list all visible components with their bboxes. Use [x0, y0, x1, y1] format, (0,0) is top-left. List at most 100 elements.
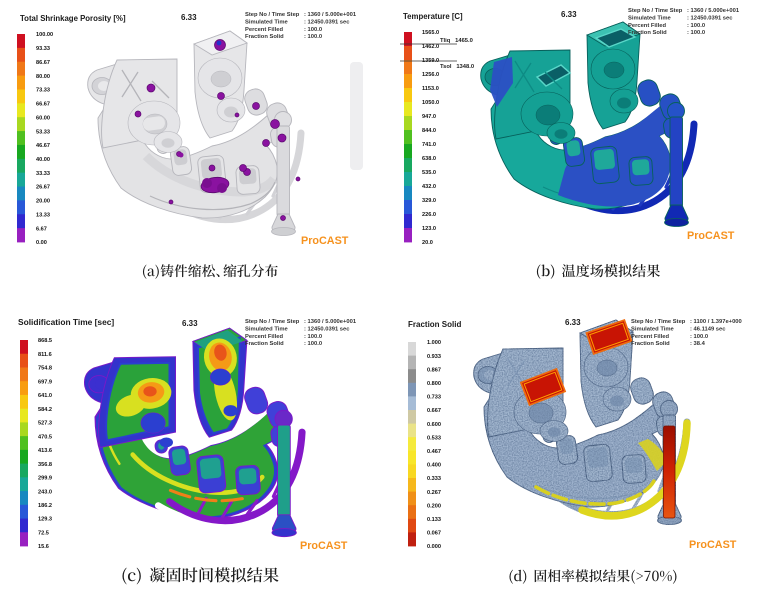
svg-text:: 46.1149 sec: : 46.1149 sec — [690, 326, 726, 332]
svg-text:868.5: 868.5 — [38, 338, 52, 344]
svg-text:: 100.0: : 100.0 — [304, 334, 322, 340]
svg-text:33.33: 33.33 — [36, 171, 50, 177]
svg-text:: 100.0: : 100.0 — [687, 30, 705, 36]
svg-text:Total Shrinkage Porosity [%]: Total Shrinkage Porosity [%] — [20, 14, 126, 23]
svg-text:20.00: 20.00 — [36, 199, 50, 205]
svg-text:432.0: 432.0 — [422, 184, 436, 190]
svg-text:: 100.0: : 100.0 — [690, 334, 708, 340]
svg-text:0.667: 0.667 — [427, 408, 441, 414]
svg-text:413.6: 413.6 — [38, 448, 52, 454]
svg-text:73.33: 73.33 — [36, 88, 50, 94]
svg-text:93.33: 93.33 — [36, 46, 50, 52]
svg-text:66.67: 66.67 — [36, 102, 50, 108]
svg-text:129.3: 129.3 — [38, 517, 52, 523]
svg-text:947.0: 947.0 — [422, 114, 436, 120]
svg-text:0.400: 0.400 — [427, 463, 441, 469]
svg-text:20.0: 20.0 — [422, 240, 433, 246]
svg-text:226.0: 226.0 — [422, 212, 436, 218]
svg-text:0.933: 0.933 — [427, 354, 441, 360]
svg-text:13.33: 13.33 — [36, 213, 50, 219]
svg-text:Percent Filled: Percent Filled — [245, 334, 283, 340]
svg-text:186.2: 186.2 — [38, 503, 52, 509]
svg-text:0.000: 0.000 — [427, 544, 441, 550]
svg-text:0.600: 0.600 — [427, 422, 441, 428]
svg-text:0.867: 0.867 — [427, 367, 441, 373]
svg-text:Simulated Time: Simulated Time — [631, 326, 675, 332]
svg-text:Simulated Time: Simulated Time — [245, 326, 289, 332]
svg-text:Temperature [C]: Temperature [C] — [403, 12, 463, 21]
svg-text:527.3: 527.3 — [38, 421, 52, 427]
svg-text:243.0: 243.0 — [38, 489, 52, 495]
svg-text:46.67: 46.67 — [36, 143, 50, 149]
svg-text:: 1360 / 5.000e+001: : 1360 / 5.000e+001 — [304, 319, 357, 325]
svg-text:86.67: 86.67 — [36, 60, 50, 66]
svg-text:Fraction Solid: Fraction Solid — [631, 341, 670, 347]
svg-text:638.0: 638.0 — [422, 156, 436, 162]
svg-text:Fraction Solid: Fraction Solid — [408, 320, 461, 329]
svg-text:Step No / Time Step: Step No / Time Step — [245, 12, 300, 18]
svg-text:6.33: 6.33 — [565, 318, 581, 327]
svg-text:100.00: 100.00 — [36, 32, 53, 38]
svg-text:584.2: 584.2 — [38, 407, 52, 413]
svg-text:0.333: 0.333 — [427, 476, 441, 482]
svg-text:0.800: 0.800 — [427, 381, 441, 387]
svg-text:72.5: 72.5 — [38, 531, 49, 537]
svg-text:0.067: 0.067 — [427, 531, 441, 537]
svg-text:1462.0: 1462.0 — [422, 44, 439, 50]
svg-text:0.267: 0.267 — [427, 490, 441, 496]
svg-text:0.733: 0.733 — [427, 395, 441, 401]
svg-text:26.67: 26.67 — [36, 185, 50, 191]
svg-text:15.6: 15.6 — [38, 544, 49, 550]
svg-text:: 1100 / 1.397e+000: : 1100 / 1.397e+000 — [690, 319, 742, 325]
svg-text:123.0: 123.0 — [422, 226, 436, 232]
svg-text:Tliq 1465.0: Tliq 1465.0 — [440, 38, 473, 44]
svg-text:: 1360 / 5.000e+001: : 1360 / 5.000e+001 — [687, 8, 740, 14]
svg-text:53.33: 53.33 — [36, 129, 50, 135]
svg-text:1.000: 1.000 — [427, 340, 441, 346]
svg-text:641.0: 641.0 — [38, 393, 52, 399]
svg-text:ProCAST: ProCAST — [300, 540, 348, 552]
svg-text:Solidification Time [sec]: Solidification Time [sec] — [18, 317, 114, 327]
svg-text:0.133: 0.133 — [427, 517, 441, 523]
svg-text:Percent Filled: Percent Filled — [628, 23, 666, 29]
svg-text:: 100.0: : 100.0 — [304, 34, 322, 40]
svg-text:6.33: 6.33 — [561, 10, 577, 19]
svg-text:535.0: 535.0 — [422, 170, 436, 176]
svg-text:Step No / Time Step: Step No / Time Step — [631, 319, 686, 325]
svg-text:1153.0: 1153.0 — [422, 86, 439, 92]
svg-text:6.33: 6.33 — [182, 319, 198, 328]
svg-text:: 12450.0391 sec: : 12450.0391 sec — [304, 326, 350, 332]
svg-text:ProCAST: ProCAST — [301, 235, 349, 247]
svg-text:80.00: 80.00 — [36, 74, 50, 80]
svg-text:6.33: 6.33 — [181, 13, 197, 22]
svg-text:0.200: 0.200 — [427, 503, 441, 509]
svg-text:: 38.4: : 38.4 — [690, 341, 706, 347]
svg-text:Simulated Time: Simulated Time — [628, 15, 672, 21]
svg-text:741.0: 741.0 — [422, 142, 436, 148]
svg-text:697.9: 697.9 — [38, 379, 52, 385]
svg-text:: 100.0: : 100.0 — [304, 27, 322, 33]
svg-text:844.0: 844.0 — [422, 128, 436, 134]
svg-text:: 100.0: : 100.0 — [687, 23, 705, 29]
svg-text:754.8: 754.8 — [38, 366, 52, 372]
svg-text:6.67: 6.67 — [36, 226, 47, 232]
svg-text:1256.0: 1256.0 — [422, 72, 439, 78]
svg-text:Step No / Time Step: Step No / Time Step — [628, 8, 683, 14]
svg-text:1050.0: 1050.0 — [422, 100, 439, 106]
svg-text:ProCAST: ProCAST — [689, 539, 737, 551]
svg-text:: 12450.0391 sec: : 12450.0391 sec — [304, 19, 350, 25]
svg-text:470.5: 470.5 — [38, 434, 52, 440]
svg-text:299.9: 299.9 — [38, 476, 52, 482]
svg-text:0.533: 0.533 — [427, 435, 441, 441]
svg-text:Simulated Time: Simulated Time — [245, 19, 289, 25]
svg-text:Fraction Solid: Fraction Solid — [628, 30, 667, 36]
svg-text:Step No / Time Step: Step No / Time Step — [245, 319, 300, 325]
svg-text:: 100.0: : 100.0 — [304, 341, 322, 347]
svg-text:356.8: 356.8 — [38, 462, 52, 468]
svg-text:40.00: 40.00 — [36, 157, 50, 163]
svg-text:Fraction Solid: Fraction Solid — [245, 341, 284, 347]
svg-text:Tsol 1348.0: Tsol 1348.0 — [440, 64, 474, 70]
svg-text:Percent Filled: Percent Filled — [631, 334, 669, 340]
svg-text:ProCAST: ProCAST — [687, 230, 735, 242]
svg-text:0.00: 0.00 — [36, 240, 47, 246]
